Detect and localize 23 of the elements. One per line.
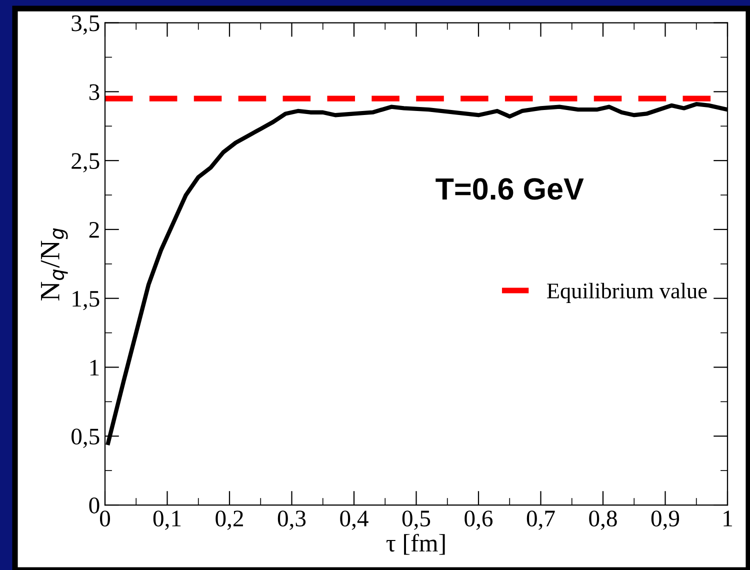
annotation: T=0.6 GeV <box>436 178 584 200</box>
x-tick-label: 0,3 <box>278 510 306 530</box>
y-tick-label: 1 <box>90 360 99 376</box>
x-tick-label: 0,7 <box>526 510 555 530</box>
x-tick-label: 0,4 <box>340 510 368 530</box>
y-tick-label: 2,5 <box>72 153 100 172</box>
y-tick-label: 3 <box>89 84 100 100</box>
y-axis-title: N$_{q}$/N$_{g}$ <box>40 228 68 300</box>
x-tick-label: 0,5 <box>402 510 430 530</box>
y-tick-label: 0 <box>89 498 100 514</box>
x-tick-label: 0,1 <box>153 510 181 530</box>
x-tick-label: 0 <box>100 510 110 526</box>
x-tick-label: 0,9 <box>651 510 680 530</box>
x-axis-title: τ [fm] <box>386 534 445 555</box>
y-tick-label: 1,5 <box>72 290 100 310</box>
y-tick-label: 3,5 <box>72 15 100 35</box>
y-tick-label: 2 <box>89 222 99 238</box>
x-tick-label: 0,2 <box>216 510 243 530</box>
x-tick-label: 1 <box>724 510 732 526</box>
x-tick-label: 0,6 <box>464 510 493 530</box>
y-tick-label: 0,5 <box>72 428 100 448</box>
x-tick-label: 0,8 <box>589 510 617 530</box>
legend-label: Equilibrium value <box>547 282 707 303</box>
